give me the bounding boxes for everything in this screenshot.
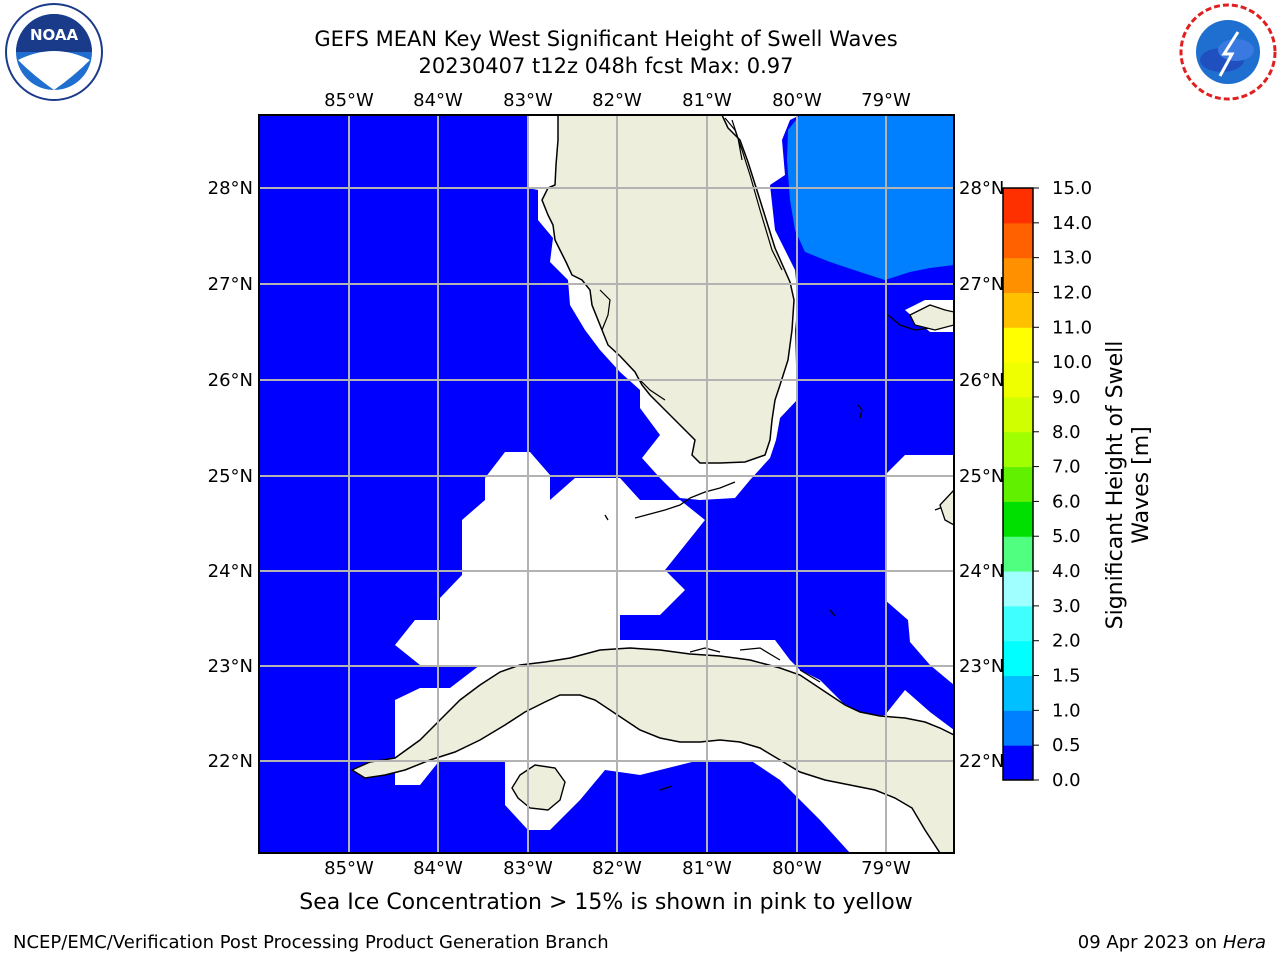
lon-label: 83°W	[503, 90, 553, 111]
lon-label: 79°W	[861, 90, 911, 111]
colorbar-bin	[1003, 605, 1033, 642]
lon-labels-top: 85°W 84°W 83°W 82°W 81°W 80°W 79°W	[324, 90, 911, 111]
footer-host: Hera	[1222, 932, 1266, 953]
colorbar-bin	[1003, 675, 1033, 711]
lat-label: 28°N	[208, 178, 253, 199]
lon-label: 84°W	[413, 858, 463, 879]
colorbar-tick-label: 3.0	[1052, 596, 1081, 617]
lon-label: 82°W	[592, 90, 642, 111]
land-andros	[939, 489, 954, 526]
lat-label: 26°N	[208, 370, 253, 391]
colorbar-tick-label: 11.0	[1052, 317, 1092, 338]
lon-label: 82°W	[592, 858, 642, 879]
lat-label: 23°N	[959, 656, 1004, 677]
colorbar-bin	[1003, 710, 1033, 746]
lat-label: 24°N	[959, 561, 1004, 582]
colorbar-tick-label: 0.5	[1052, 735, 1081, 756]
lon-label: 81°W	[682, 90, 732, 111]
chart-title: GEFS MEAN Key West Significant Height of…	[256, 26, 956, 80]
lat-label: 22°N	[208, 751, 253, 772]
colorbar-label-line-2: Waves [m]	[1129, 426, 1154, 543]
lat-label: 22°N	[959, 751, 1004, 772]
colorbar-tick-label: 1.0	[1052, 700, 1081, 721]
land-cuba	[350, 647, 954, 853]
colorbar-tick-label: 2.0	[1052, 631, 1081, 652]
colorbar-tick-label: 8.0	[1052, 422, 1081, 443]
lat-label: 27°N	[959, 274, 1004, 295]
land-florida	[541, 115, 795, 464]
colorbar	[1003, 188, 1033, 781]
footer-credit: NCEP/EMC/Verification Post Processing Pr…	[13, 932, 609, 953]
colorbar-bin	[1003, 536, 1033, 572]
colorbar-tick-label: 6.0	[1052, 491, 1081, 512]
colorbar-bin	[1003, 571, 1033, 607]
footer-date-text: 09 Apr 2023 on	[1077, 932, 1223, 953]
land-bahamas	[909, 304, 954, 331]
lat-label: 28°N	[959, 178, 1004, 199]
colorbar-tick-label: 15.0	[1052, 178, 1092, 199]
lon-label: 81°W	[682, 858, 732, 879]
nws-logo	[1179, 3, 1277, 101]
colorbar-bin	[1003, 466, 1033, 502]
swell-region-0-5-1-0	[787, 115, 954, 280]
colorbar-tick-label: 10.0	[1052, 352, 1092, 373]
lon-label: 79°W	[861, 858, 911, 879]
colorbar-bin	[1003, 396, 1033, 433]
colorbar-label-line-1: Significant Height of Swell	[1103, 341, 1128, 630]
lon-label: 85°W	[324, 90, 374, 111]
lon-label: 85°W	[324, 858, 374, 879]
lat-label: 25°N	[959, 466, 1004, 487]
title-line-1: GEFS MEAN Key West Significant Height of…	[314, 27, 898, 51]
colorbar-frame	[1002, 187, 1034, 781]
colorbar-bin	[1003, 362, 1033, 398]
colorbar-tick-label: 12.0	[1052, 282, 1092, 303]
lon-label: 84°W	[413, 90, 463, 111]
lat-labels-left: 28°N 27°N 26°N 25°N 24°N 23°N 22°N	[208, 178, 253, 772]
colorbar-bin	[1003, 327, 1033, 363]
colorbar-tick-label: 9.0	[1052, 387, 1081, 408]
lon-label: 80°W	[772, 858, 822, 879]
title-line-2: 20230407 t12z 048h fcst Max: 0.97	[418, 54, 794, 78]
colorbar-bin	[1003, 257, 1033, 293]
map-gridlines	[259, 115, 954, 853]
colorbar-tick-label: 0.0	[1052, 770, 1081, 791]
cuba-north-cays	[659, 647, 821, 791]
sea-ice-note: Sea Ice Concentration > 15% is shown in …	[299, 890, 913, 915]
colorbar-bin	[1003, 188, 1033, 224]
colorbar-bin	[1003, 292, 1033, 328]
lon-label: 83°W	[503, 858, 553, 879]
footer-date: 09 Apr 2023 on Hera	[1078, 932, 1266, 953]
lat-labels-right: 28°N 27°N 26°N 25°N 24°N 23°N 22°N	[959, 178, 1004, 772]
lat-label: 26°N	[959, 370, 1004, 391]
colorbar-tick-label: 1.5	[1052, 666, 1081, 687]
lat-label: 23°N	[208, 656, 253, 677]
colorbar-bin	[1003, 745, 1033, 781]
colorbar-tick-label: 7.0	[1052, 457, 1081, 478]
florida-coast-detail	[599, 117, 783, 401]
map-frame	[258, 114, 955, 854]
colorbar-tick-label: 14.0	[1052, 213, 1092, 234]
colorbar-bin	[1003, 431, 1033, 468]
lon-labels-bottom: 85°W 84°W 83°W 82°W 81°W 80°W 79°W	[324, 858, 911, 879]
lon-label: 80°W	[772, 90, 822, 111]
noaa-logo-text: NOAA	[30, 26, 79, 44]
florida-keys	[604, 314, 954, 617]
colorbar-bin	[1003, 501, 1033, 537]
colorbar-bin	[1003, 640, 1033, 677]
lat-label: 27°N	[208, 274, 253, 295]
colorbar-tick-label: 13.0	[1052, 248, 1092, 269]
colorbar-bin	[1003, 222, 1033, 259]
colorbar-tick-label: 5.0	[1052, 526, 1081, 547]
colorbar-ticks: 0.0 0.5 1.0 1.5 2.0 3.0 4.0 5.0 6.0 7.0 8.0 9.0 10.0…	[1033, 178, 1092, 791]
noaa-logo: NOAA	[5, 3, 103, 101]
land-isla-juventud	[511, 764, 566, 811]
lat-label: 24°N	[208, 561, 253, 582]
colorbar-tick-label: 4.0	[1052, 561, 1081, 582]
colorbar-label: Significant Height of Swell Waves [m]	[1103, 341, 1154, 630]
map-area	[259, 115, 954, 853]
lat-label: 25°N	[208, 466, 253, 487]
